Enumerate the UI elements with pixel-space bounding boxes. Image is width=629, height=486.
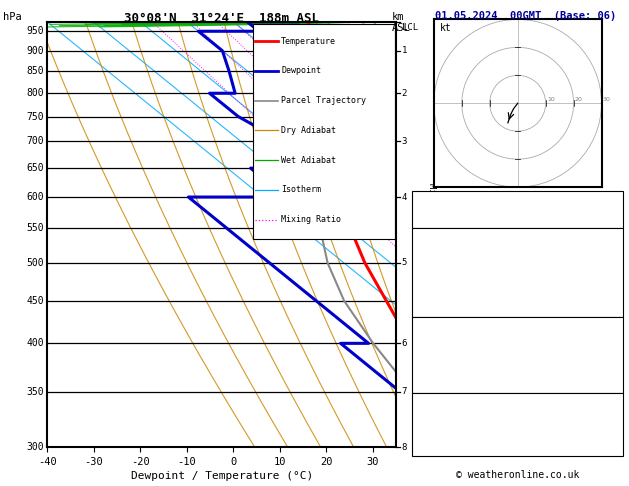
Text: Dewpoint: Dewpoint — [281, 66, 321, 75]
Text: θₑ (K): θₑ (K) — [416, 344, 451, 353]
Text: 650: 650 — [26, 163, 43, 173]
Text: © weatheronline.co.uk: © weatheronline.co.uk — [455, 470, 579, 480]
Text: Mixing Ratio (g/kg): Mixing Ratio (g/kg) — [426, 183, 436, 286]
Text: 01.05.2024  00GMT  (Base: 06): 01.05.2024 00GMT (Base: 06) — [435, 11, 616, 21]
Text: 10: 10 — [547, 97, 555, 102]
Text: Lifted Index: Lifted Index — [416, 356, 486, 366]
Text: Totals Totals: Totals Totals — [416, 205, 492, 214]
Text: Isotherm: Isotherm — [281, 185, 321, 194]
Text: 5: 5 — [613, 356, 619, 366]
Text: 350: 350 — [26, 386, 43, 397]
Text: Lifted Index: Lifted Index — [416, 280, 486, 290]
Text: Wet Adiabat: Wet Adiabat — [281, 156, 336, 165]
Text: PW (cm): PW (cm) — [416, 217, 457, 227]
Text: EH: EH — [416, 407, 428, 417]
Text: 600: 600 — [26, 192, 43, 202]
Text: CIN (J): CIN (J) — [416, 306, 457, 315]
Text: 450: 450 — [26, 296, 43, 306]
Text: Hodograph: Hodograph — [491, 394, 544, 404]
Text: LCL: LCL — [401, 23, 418, 32]
Bar — [253, 24, 394, 239]
Text: hPa: hPa — [3, 12, 22, 22]
Text: 12: 12 — [607, 419, 619, 429]
Text: Temperature: Temperature — [281, 36, 336, 46]
Text: 4: 4 — [401, 192, 407, 202]
Text: 975: 975 — [601, 331, 619, 341]
Text: 950: 950 — [26, 26, 43, 36]
Text: 0: 0 — [613, 293, 619, 303]
Text: 6: 6 — [613, 280, 619, 290]
Text: 318: 318 — [601, 268, 619, 278]
Text: StmDir: StmDir — [416, 432, 451, 442]
Text: 1: 1 — [401, 46, 407, 55]
Text: 319: 319 — [601, 344, 619, 353]
Text: 19: 19 — [607, 445, 619, 454]
Text: 2: 2 — [401, 89, 407, 98]
Text: Most Unstable: Most Unstable — [479, 318, 555, 328]
Text: 0: 0 — [613, 382, 619, 391]
Text: θₑ(K): θₑ(K) — [416, 268, 445, 278]
Text: 900: 900 — [26, 46, 43, 56]
Text: Temp (°C): Temp (°C) — [416, 243, 469, 252]
Text: 750: 750 — [26, 111, 43, 122]
Text: Dewp (°C): Dewp (°C) — [416, 255, 469, 265]
Text: 15.9: 15.9 — [596, 243, 619, 252]
Text: ASL: ASL — [392, 23, 411, 34]
Text: km: km — [392, 12, 404, 22]
Text: 0.85: 0.85 — [596, 217, 619, 227]
Text: 700: 700 — [26, 137, 43, 146]
X-axis label: Dewpoint / Temperature (°C): Dewpoint / Temperature (°C) — [131, 471, 313, 481]
Text: 7: 7 — [401, 387, 407, 396]
Text: 550: 550 — [26, 224, 43, 233]
Text: 6: 6 — [401, 339, 407, 348]
Text: StmSpd (kt): StmSpd (kt) — [416, 445, 481, 454]
Text: Mixing Ratio: Mixing Ratio — [281, 215, 341, 224]
Text: 800: 800 — [26, 88, 43, 98]
Text: -39: -39 — [601, 192, 619, 202]
Text: 5: 5 — [401, 259, 407, 267]
Text: 850: 850 — [26, 67, 43, 76]
Text: 30: 30 — [603, 97, 611, 102]
Text: 500: 500 — [26, 258, 43, 268]
Text: Pressure (mb): Pressure (mb) — [416, 331, 492, 341]
Text: SREH: SREH — [416, 419, 439, 429]
Text: 0: 0 — [613, 306, 619, 315]
Text: Surface: Surface — [497, 230, 538, 240]
Text: kt: kt — [440, 23, 451, 33]
Text: 0°: 0° — [607, 432, 619, 442]
Text: CAPE (J): CAPE (J) — [416, 293, 463, 303]
Text: 2: 2 — [384, 199, 388, 208]
Text: -48: -48 — [601, 407, 619, 417]
Text: 13.9: 13.9 — [596, 255, 619, 265]
Text: 20: 20 — [607, 205, 619, 214]
Text: Dry Adiabat: Dry Adiabat — [281, 126, 336, 135]
Text: 30°08'N  31°24'E  188m ASL: 30°08'N 31°24'E 188m ASL — [124, 12, 320, 25]
Text: CIN (J): CIN (J) — [416, 382, 457, 391]
Text: 1: 1 — [346, 199, 350, 208]
Text: 0: 0 — [613, 369, 619, 379]
Text: 400: 400 — [26, 338, 43, 348]
Text: 20: 20 — [575, 97, 583, 102]
Text: CAPE (J): CAPE (J) — [416, 369, 463, 379]
Text: Parcel Trajectory: Parcel Trajectory — [281, 96, 366, 105]
Text: 300: 300 — [26, 442, 43, 452]
Text: 8: 8 — [401, 443, 407, 451]
Text: 3: 3 — [401, 137, 407, 146]
Text: K: K — [416, 192, 421, 202]
